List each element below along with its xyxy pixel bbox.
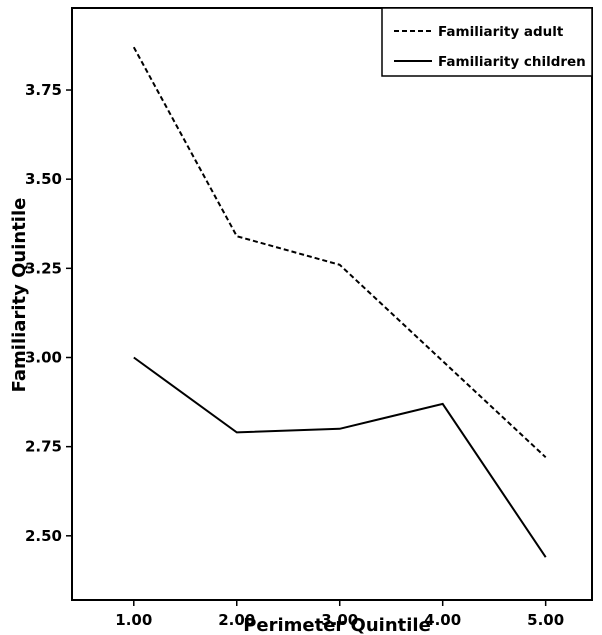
series-line-familiarity-adult xyxy=(132,46,547,459)
y-axis-title: Familiarity Quintile xyxy=(9,198,30,393)
x-tick-label: 1.00 xyxy=(115,611,152,629)
x-tick-label: 2.00 xyxy=(218,611,255,629)
y-tick-label: 2.75 xyxy=(25,438,62,456)
legend-label: Familiarity children xyxy=(438,54,586,70)
x-tick-label: 5.00 xyxy=(527,611,564,629)
x-tick-label: 4.00 xyxy=(424,611,461,629)
plot-frame xyxy=(71,7,593,601)
y-tick-label: 2.50 xyxy=(25,527,62,545)
legend-label: Familiarity adult xyxy=(438,24,564,40)
y-tick-label: 3.00 xyxy=(25,348,62,366)
x-axis-title: Perimeter Quintile xyxy=(243,615,431,635)
x-tick-label: 3.00 xyxy=(321,611,358,629)
legend-box xyxy=(381,7,593,77)
y-tick-label: 3.75 xyxy=(25,81,62,99)
series-line-familiarity-children xyxy=(133,356,547,558)
y-tick-label: 3.50 xyxy=(25,170,62,188)
y-tick-label: 3.25 xyxy=(25,259,62,277)
